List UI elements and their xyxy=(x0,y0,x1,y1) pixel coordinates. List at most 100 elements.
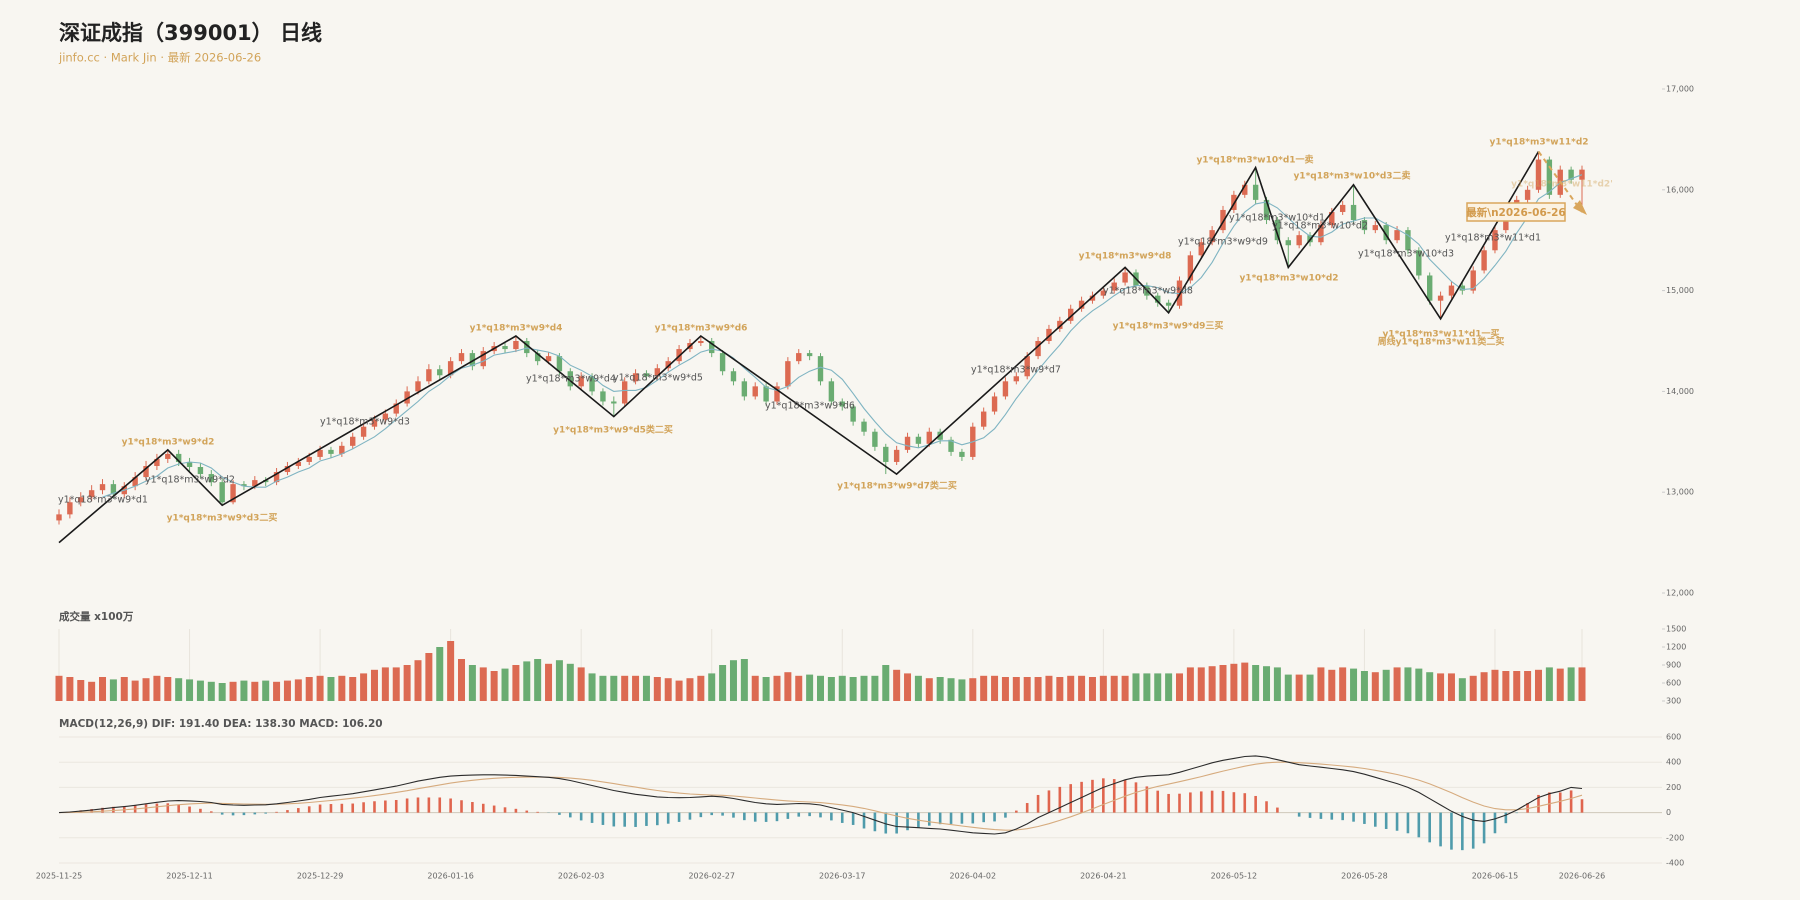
macd-bar xyxy=(286,810,289,813)
volume-bar xyxy=(534,659,542,701)
candle-body xyxy=(632,373,639,382)
x-tick-label: 2025-11-25 xyxy=(36,872,83,881)
x-tick-label: 2026-06-26 xyxy=(1559,872,1606,881)
candle-body xyxy=(1481,250,1487,271)
candle-body xyxy=(567,371,573,387)
volume-bar xyxy=(1524,671,1532,701)
macd-bar xyxy=(275,811,278,813)
volume-bar xyxy=(1252,665,1260,701)
candle-body xyxy=(578,376,584,387)
volume-bar xyxy=(762,677,770,701)
volume-bar xyxy=(447,641,455,701)
macd-bar xyxy=(1276,807,1279,813)
y-tick-label: 17,000 xyxy=(1666,85,1694,94)
volume-bar xyxy=(860,675,868,701)
volume-bar xyxy=(1121,675,1129,701)
candle-body xyxy=(513,341,519,350)
macd-bar xyxy=(927,812,931,826)
volume-bar xyxy=(55,675,63,701)
volume-bar xyxy=(1241,662,1249,701)
volume-bar xyxy=(153,675,161,701)
macd-bar xyxy=(329,804,333,813)
candle-body xyxy=(1394,230,1400,241)
volume-bar xyxy=(392,667,400,701)
macd-bar xyxy=(351,803,355,813)
candle-body xyxy=(1209,230,1215,243)
volume-bar xyxy=(175,678,183,701)
wave-label: y1*q18*m3*w10*d3 xyxy=(1358,249,1454,260)
macd-bar xyxy=(764,812,768,822)
macd-bar xyxy=(579,812,583,821)
pivot-label: y1*q18*m3*w9*d2 xyxy=(122,438,215,448)
candle-body xyxy=(306,456,312,462)
macd-bar xyxy=(1395,812,1399,831)
candle-body xyxy=(1318,225,1324,243)
volume-bar xyxy=(229,681,237,701)
macd-bar xyxy=(1493,812,1497,834)
candle-body xyxy=(545,356,552,362)
volume-bar xyxy=(360,673,368,701)
macd-bar xyxy=(1352,812,1355,822)
candle-body xyxy=(1568,169,1574,180)
wave-label: y1*q18*m3*w9*d3 xyxy=(320,417,410,428)
macd-bar xyxy=(775,812,779,822)
candle-body xyxy=(1350,204,1357,221)
macd-bar xyxy=(1058,786,1062,813)
macd-bar xyxy=(1156,790,1160,813)
pivot-label: y1*q18*m3*w9*d6 xyxy=(655,324,748,334)
candle-body xyxy=(230,484,236,503)
candle-body xyxy=(1002,381,1009,397)
candle-body xyxy=(752,386,758,397)
y-tick-label: 14,000 xyxy=(1666,387,1694,396)
volume-bar xyxy=(490,671,498,701)
pivot-label: y1*q18*m3*w9*d8 xyxy=(1079,252,1172,262)
wave-label: y1*q18*m3*w10*d1 xyxy=(1229,213,1325,224)
volume-tick-label: 1200 xyxy=(1666,643,1686,652)
volume-bar xyxy=(882,665,890,701)
candle-body xyxy=(698,341,704,344)
candle-body xyxy=(382,413,389,420)
volume-bar xyxy=(1284,674,1292,701)
macd-bar xyxy=(340,803,344,813)
candle-body xyxy=(1242,184,1248,195)
volume-bar xyxy=(1132,673,1140,701)
moving-average-line xyxy=(102,174,1583,498)
candle-body xyxy=(600,391,606,402)
volume-bar xyxy=(566,663,574,701)
volume-bar xyxy=(1088,677,1096,701)
candle-body xyxy=(872,431,878,447)
candle-body xyxy=(1068,308,1074,321)
volume-bar xyxy=(109,679,117,701)
candle-body xyxy=(1383,225,1389,241)
wave-label: y1*q18*m3*w9*d7 xyxy=(971,365,1061,376)
volume-bar xyxy=(795,675,803,701)
candle-body xyxy=(175,453,182,462)
candle-body xyxy=(56,514,62,521)
volume-bar xyxy=(893,669,901,701)
candle-body xyxy=(904,436,911,450)
macd-bar xyxy=(460,800,463,813)
y-tick-label: 15,000 xyxy=(1666,286,1694,295)
macd-title: MACD(12,26,9) DIF: 191.40 DEA: 138.30 MA… xyxy=(59,718,383,730)
macd-bar xyxy=(1069,784,1073,813)
volume-bar xyxy=(936,677,944,701)
macd-bar xyxy=(481,803,485,813)
volume-bar xyxy=(1263,666,1271,701)
volume-bar xyxy=(980,675,988,701)
macd-bar xyxy=(1308,812,1312,818)
volume-bar xyxy=(849,677,857,701)
candle-body xyxy=(273,472,280,483)
volume-bar xyxy=(1034,677,1042,701)
candle-body xyxy=(317,449,323,457)
macd-bar xyxy=(623,812,626,827)
candle-body xyxy=(360,426,367,437)
macd-bar xyxy=(982,812,985,823)
y-tick-label: 13,000 xyxy=(1666,488,1694,497)
candle-body xyxy=(1111,282,1117,291)
candle-body xyxy=(252,480,258,487)
volume-bar xyxy=(1350,668,1358,701)
volume-bar xyxy=(251,681,259,701)
candle-body xyxy=(99,484,106,491)
candle-body xyxy=(1187,255,1194,281)
candle-body xyxy=(458,353,465,362)
